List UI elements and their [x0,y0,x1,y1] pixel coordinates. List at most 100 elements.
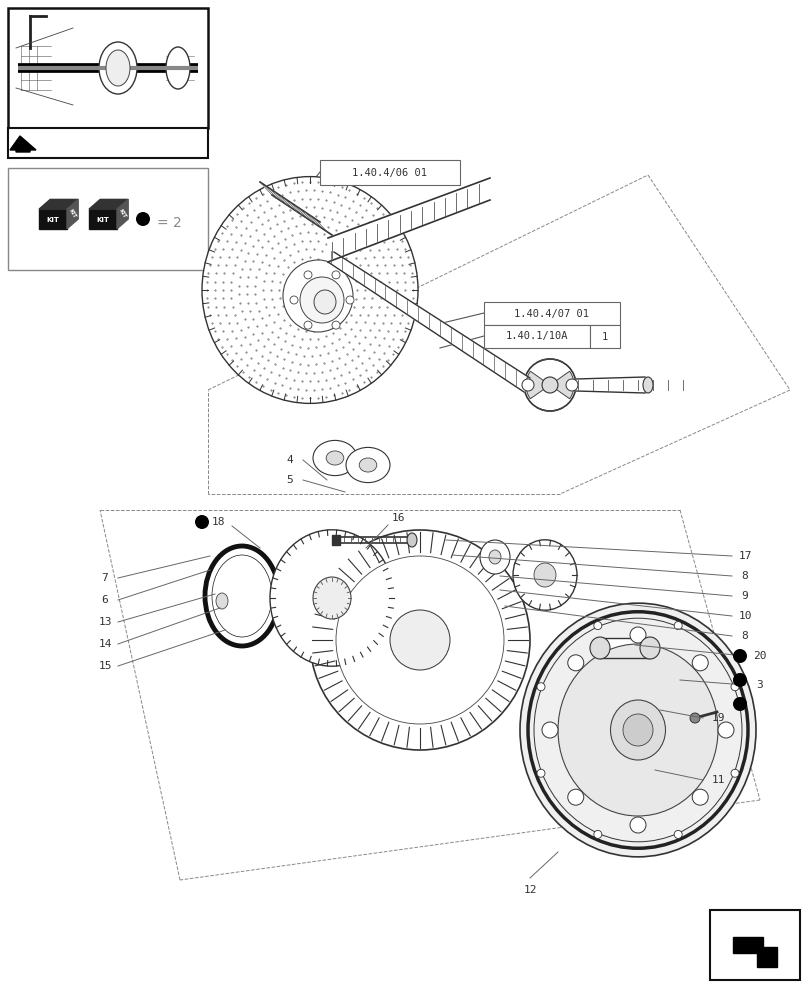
Text: 13: 13 [98,617,112,627]
Bar [8,8,208,128]
Polygon shape [575,377,644,393]
Polygon shape [39,199,78,209]
Ellipse shape [622,714,652,746]
Ellipse shape [283,260,353,332]
Circle shape [345,296,354,304]
Ellipse shape [310,530,530,750]
Text: 20: 20 [753,651,766,661]
Text: 18: 18 [211,517,225,527]
Ellipse shape [610,700,665,760]
Ellipse shape [534,563,556,587]
Circle shape [629,627,646,643]
Circle shape [593,830,601,838]
Ellipse shape [513,540,577,610]
Ellipse shape [314,290,336,314]
Circle shape [521,379,534,391]
Circle shape [303,321,311,329]
Circle shape [541,722,557,738]
Bar [590,325,620,348]
Circle shape [195,515,208,529]
Ellipse shape [202,177,418,403]
Polygon shape [732,937,776,967]
Circle shape [732,673,746,687]
Polygon shape [328,252,530,392]
Text: 19: 19 [710,713,724,723]
Ellipse shape [389,610,449,670]
Polygon shape [260,182,332,235]
Text: 1: 1 [601,332,607,342]
Ellipse shape [642,377,652,393]
Ellipse shape [336,556,504,724]
Circle shape [691,789,707,805]
Ellipse shape [270,530,393,666]
Text: 17: 17 [737,551,751,561]
Circle shape [567,789,583,805]
Circle shape [332,271,340,279]
Circle shape [730,683,738,691]
Ellipse shape [212,555,272,637]
Text: 10: 10 [737,611,751,621]
Circle shape [593,622,601,630]
Ellipse shape [165,47,190,89]
Text: KIT: KIT [97,217,109,223]
Text: 4: 4 [286,455,293,465]
Bar [8,168,208,270]
Circle shape [717,722,733,738]
Circle shape [135,212,150,226]
Ellipse shape [204,546,279,646]
Ellipse shape [590,637,609,659]
Circle shape [673,830,681,838]
Circle shape [290,296,298,304]
Text: 15: 15 [98,661,112,671]
Polygon shape [89,199,128,209]
Text: 8: 8 [740,631,748,641]
Polygon shape [526,371,549,399]
Text: 1.40.1/10A: 1.40.1/10A [505,332,568,342]
Text: 6: 6 [101,595,108,605]
Circle shape [673,622,681,630]
Text: 16: 16 [391,513,404,523]
Circle shape [691,655,707,671]
Text: 11: 11 [710,775,724,785]
Ellipse shape [326,451,343,465]
Polygon shape [549,371,573,399]
Text: 1.40.4/07 01: 1.40.4/07 01 [514,308,589,318]
Polygon shape [67,199,78,229]
Ellipse shape [406,533,417,547]
Polygon shape [89,209,117,229]
Circle shape [730,769,738,777]
Ellipse shape [99,42,137,94]
Bar [320,160,460,185]
Ellipse shape [639,637,659,659]
Text: 12: 12 [522,885,536,895]
Text: = 2: = 2 [157,216,182,230]
Circle shape [567,655,583,671]
Ellipse shape [345,447,389,483]
Circle shape [332,321,340,329]
Polygon shape [117,199,128,229]
Text: KIT: KIT [68,208,77,220]
Ellipse shape [106,50,130,86]
Ellipse shape [358,458,376,472]
Ellipse shape [557,644,717,816]
Polygon shape [599,638,649,658]
Ellipse shape [312,440,357,476]
Circle shape [303,271,311,279]
Ellipse shape [479,540,509,574]
Bar [483,302,620,325]
Text: 7: 7 [101,573,108,583]
Polygon shape [328,178,489,262]
Text: KIT: KIT [46,217,59,223]
Circle shape [536,683,544,691]
Polygon shape [332,535,340,545]
Circle shape [565,379,577,391]
Circle shape [541,377,557,393]
Ellipse shape [523,359,575,411]
Text: 1.40.4/06 01: 1.40.4/06 01 [352,168,427,178]
Circle shape [629,817,646,833]
Text: 14: 14 [98,639,112,649]
Polygon shape [10,136,36,152]
Circle shape [732,649,746,663]
Text: 8: 8 [740,571,748,581]
Text: 3: 3 [756,680,762,690]
